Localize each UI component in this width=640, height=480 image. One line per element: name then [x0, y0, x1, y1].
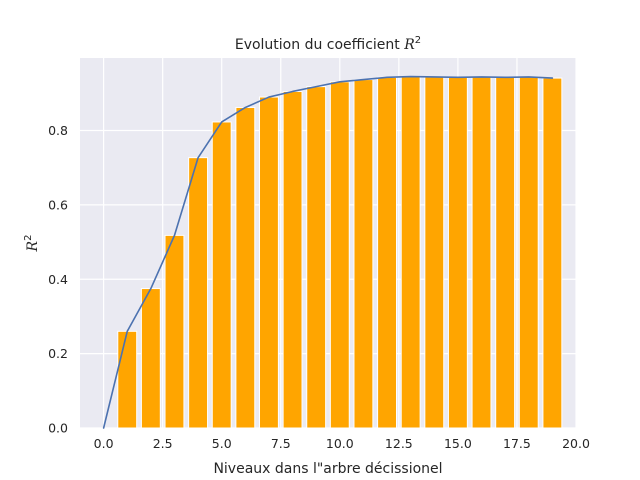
x-tick-label: 15.0 — [444, 436, 472, 451]
x-tick-label: 7.5 — [271, 436, 291, 451]
x-axis-label: Niveaux dans l"arbre décissionel — [213, 461, 442, 477]
x-tick-label: 10.0 — [326, 436, 354, 451]
bar — [259, 96, 279, 429]
bar — [306, 86, 327, 429]
y-tick-label: 0.8 — [48, 123, 68, 138]
line-series — [102, 75, 554, 429]
chart-title: Evolution du coefficient R2 — [235, 35, 421, 53]
y-ticks: 0.0 0.2 0.4 0.6 0.8 — [48, 123, 68, 435]
bar — [117, 330, 138, 429]
x-tick-label: 12.5 — [385, 436, 413, 451]
bar — [495, 76, 516, 429]
bar — [377, 76, 397, 429]
bar — [518, 76, 539, 429]
x-tick-label: 0.0 — [94, 436, 114, 451]
bar — [471, 76, 492, 429]
y-axis-label: R2 — [23, 235, 41, 253]
bar — [211, 121, 232, 429]
bar — [164, 234, 185, 429]
bar — [329, 81, 350, 429]
r2-line — [102, 75, 554, 429]
bar — [188, 157, 209, 429]
y-tick-label: 0.2 — [48, 346, 68, 361]
bar — [424, 76, 445, 429]
x-tick-label: 17.5 — [503, 436, 531, 451]
bar — [400, 76, 421, 429]
y-tick-label: 0.4 — [48, 272, 68, 287]
bar — [235, 106, 256, 429]
x-ticks: 0.0 2.5 5.0 7.5 10.0 12.5 15.0 17.5 20.0 — [94, 436, 590, 451]
y-tick-label: 0.0 — [48, 421, 68, 436]
x-tick-label: 20.0 — [562, 436, 590, 451]
y-tick-label: 0.6 — [48, 197, 68, 212]
bar — [140, 288, 161, 429]
bar — [353, 79, 374, 429]
bar — [282, 90, 303, 429]
bar — [447, 76, 468, 429]
bars — [117, 76, 563, 429]
x-tick-label: 5.0 — [212, 436, 232, 451]
bar — [542, 77, 563, 429]
x-tick-label: 2.5 — [153, 436, 173, 451]
